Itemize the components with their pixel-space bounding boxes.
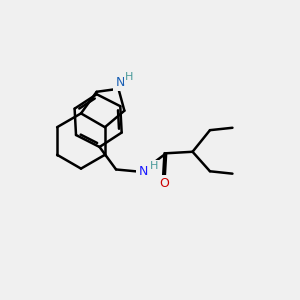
Text: N: N: [138, 165, 148, 178]
Text: H: H: [125, 72, 134, 82]
Text: O: O: [160, 177, 170, 190]
Text: H: H: [150, 161, 158, 172]
Text: N: N: [115, 76, 124, 89]
